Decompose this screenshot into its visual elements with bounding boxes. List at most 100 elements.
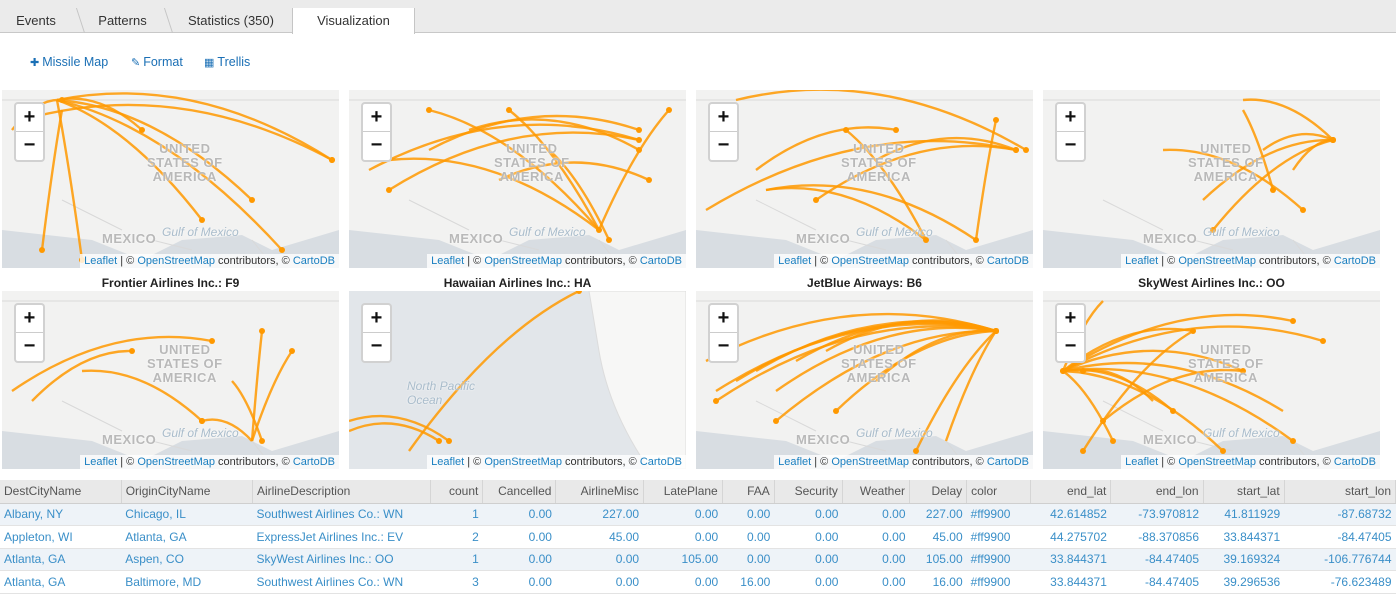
cartodb-link[interactable]: CartoDB bbox=[1333, 456, 1376, 468]
openstreetmap-link[interactable]: OpenStreetMap bbox=[484, 456, 562, 468]
cell-start-lon[interactable]: -87.68732 bbox=[1284, 503, 1396, 526]
flight-arc[interactable] bbox=[1262, 132, 1334, 151]
flight-arc[interactable] bbox=[1062, 370, 1115, 442]
cell-delay[interactable]: 16.00 bbox=[909, 570, 967, 594]
flight-arc[interactable] bbox=[1062, 313, 1294, 373]
missile-map-button[interactable]: ✚ Missile Map bbox=[30, 55, 108, 69]
flight-arc[interactable] bbox=[250, 350, 293, 442]
cell-security[interactable]: 0.00 bbox=[774, 503, 843, 526]
cell-weather[interactable]: 0.00 bbox=[842, 503, 910, 526]
cell-security[interactable]: 0.00 bbox=[774, 548, 843, 571]
tab-visualization[interactable]: Visualization bbox=[292, 8, 415, 34]
flight-arc[interactable] bbox=[56, 98, 253, 201]
cell-late-plane[interactable]: 105.00 bbox=[643, 548, 723, 571]
flight-arc[interactable] bbox=[231, 380, 264, 442]
flight-arc[interactable] bbox=[1062, 361, 1284, 413]
cell-weather[interactable]: 0.00 bbox=[842, 525, 910, 549]
leaflet-link[interactable]: Leaflet bbox=[778, 255, 812, 267]
leaflet-link[interactable]: Leaflet bbox=[431, 255, 465, 267]
cell-color[interactable]: #ff9900 bbox=[966, 503, 1031, 526]
column-header[interactable]: end_lon bbox=[1110, 480, 1204, 504]
zoom-in-button[interactable]: + bbox=[363, 104, 390, 132]
flight-arc[interactable] bbox=[765, 184, 977, 241]
flight-arc[interactable] bbox=[428, 108, 600, 231]
cell-origin-city[interactable]: Atlanta, GA bbox=[121, 525, 253, 549]
map-panel[interactable]: North Pacific Ocean + − Leaflet | © OpenStre… bbox=[349, 291, 686, 469]
map-panel[interactable]: UNITED STATES OF AMERICA MEXICO Gulf of Mexi… bbox=[1043, 90, 1380, 268]
flight-arc[interactable] bbox=[835, 329, 997, 412]
cell-airline[interactable]: SkyWest Airlines Inc.: OO bbox=[252, 548, 431, 571]
map-panel[interactable]: UNITED STATES OF AMERICA MEXICO Gulf of Mexi… bbox=[1043, 291, 1380, 469]
cell-origin-city[interactable]: Aspen, CO bbox=[121, 548, 253, 571]
flight-arc[interactable] bbox=[1102, 368, 1244, 422]
cell-dest-city[interactable]: Atlanta, GA bbox=[0, 548, 122, 571]
flight-arc[interactable] bbox=[428, 114, 640, 152]
flight-arc[interactable] bbox=[1162, 148, 1304, 211]
flight-arc[interactable] bbox=[974, 119, 998, 241]
flight-arc[interactable] bbox=[31, 349, 133, 402]
flight-arc[interactable] bbox=[944, 330, 998, 442]
cell-airline-misc[interactable]: 0.00 bbox=[555, 548, 644, 571]
trellis-button[interactable]: ▦ Trellis bbox=[204, 55, 250, 69]
flight-arc[interactable] bbox=[875, 136, 1017, 162]
openstreetmap-link[interactable]: OpenStreetMap bbox=[484, 255, 562, 267]
column-header[interactable]: Cancelled bbox=[482, 480, 557, 504]
openstreetmap-link[interactable]: OpenStreetMap bbox=[1178, 255, 1256, 267]
flight-arc[interactable] bbox=[1062, 325, 1324, 373]
zoom-in-button[interactable]: + bbox=[16, 305, 43, 333]
zoom-out-button[interactable]: − bbox=[23, 134, 36, 156]
cell-end-lon[interactable]: -84.47405 bbox=[1110, 548, 1204, 571]
cell-count[interactable]: 1 bbox=[430, 548, 483, 571]
flight-arc[interactable] bbox=[201, 418, 253, 442]
flight-arc[interactable] bbox=[56, 92, 333, 162]
column-header[interactable]: OriginCityName bbox=[121, 480, 253, 504]
cell-delay[interactable]: 45.00 bbox=[909, 525, 967, 549]
cartodb-link[interactable]: CartoDB bbox=[292, 456, 335, 468]
column-header[interactable]: Security bbox=[774, 480, 843, 504]
openstreetmap-link[interactable]: OpenStreetMap bbox=[831, 456, 909, 468]
cell-count[interactable]: 1 bbox=[430, 503, 483, 526]
cell-security[interactable]: 0.00 bbox=[774, 525, 843, 549]
format-button[interactable]: ✎ Format bbox=[131, 55, 183, 69]
leaflet-link[interactable]: Leaflet bbox=[778, 456, 812, 468]
flight-arc[interactable] bbox=[56, 98, 203, 221]
cell-airline-misc[interactable]: 45.00 bbox=[555, 525, 644, 549]
leaflet-link[interactable]: Leaflet bbox=[84, 456, 118, 468]
openstreetmap-link[interactable]: OpenStreetMap bbox=[137, 456, 215, 468]
column-header[interactable]: Delay bbox=[909, 480, 968, 504]
flight-arc[interactable] bbox=[1062, 369, 1224, 452]
column-header[interactable]: count bbox=[430, 480, 484, 504]
cell-faa[interactable]: 0.00 bbox=[722, 503, 775, 526]
flight-arc[interactable] bbox=[468, 118, 640, 152]
tab-events[interactable]: Events bbox=[16, 13, 56, 28]
cell-origin-city[interactable]: Chicago, IL bbox=[121, 503, 253, 526]
leaflet-link[interactable]: Leaflet bbox=[1125, 255, 1159, 267]
map-panel[interactable]: UNITED STATES OF AMERICA MEXICO Gulf of Mexi… bbox=[696, 291, 1033, 469]
zoom-in-button[interactable]: + bbox=[16, 104, 43, 132]
zoom-in-button[interactable]: + bbox=[1057, 305, 1084, 333]
cell-end-lat[interactable]: 33.844371 bbox=[1030, 570, 1111, 594]
flight-arc[interactable] bbox=[825, 319, 997, 353]
flight-arc[interactable] bbox=[875, 329, 997, 382]
flight-arc[interactable] bbox=[250, 330, 264, 442]
flight-arc[interactable] bbox=[1241, 109, 1275, 191]
flight-arc[interactable] bbox=[1062, 367, 1294, 442]
cell-cancelled[interactable]: 0.00 bbox=[482, 525, 556, 549]
cell-cancelled[interactable]: 0.00 bbox=[482, 503, 556, 526]
flight-arc[interactable] bbox=[498, 161, 650, 182]
cell-delay[interactable]: 105.00 bbox=[909, 548, 967, 571]
cell-airline[interactable]: Southwest Airlines Co.: WN bbox=[252, 503, 431, 526]
column-header[interactable]: LatePlane bbox=[643, 480, 723, 504]
cell-color[interactable]: #ff9900 bbox=[966, 570, 1031, 594]
cell-start-lon[interactable]: -106.776744 bbox=[1284, 548, 1396, 571]
cell-color[interactable]: #ff9900 bbox=[966, 525, 1031, 549]
map-panel[interactable]: UNITED STATES OF AMERICA MEXICO Gulf of Mexi… bbox=[2, 291, 339, 469]
openstreetmap-link[interactable]: OpenStreetMap bbox=[1178, 456, 1256, 468]
cartodb-link[interactable]: CartoDB bbox=[292, 255, 335, 267]
cartodb-link[interactable]: CartoDB bbox=[639, 255, 682, 267]
leaflet-link[interactable]: Leaflet bbox=[431, 456, 465, 468]
cell-airline[interactable]: Southwest Airlines Co.: WN bbox=[252, 570, 431, 594]
flight-arc[interactable] bbox=[368, 123, 640, 172]
cell-weather[interactable]: 0.00 bbox=[842, 570, 910, 594]
column-header[interactable]: DestCityName bbox=[0, 480, 122, 504]
